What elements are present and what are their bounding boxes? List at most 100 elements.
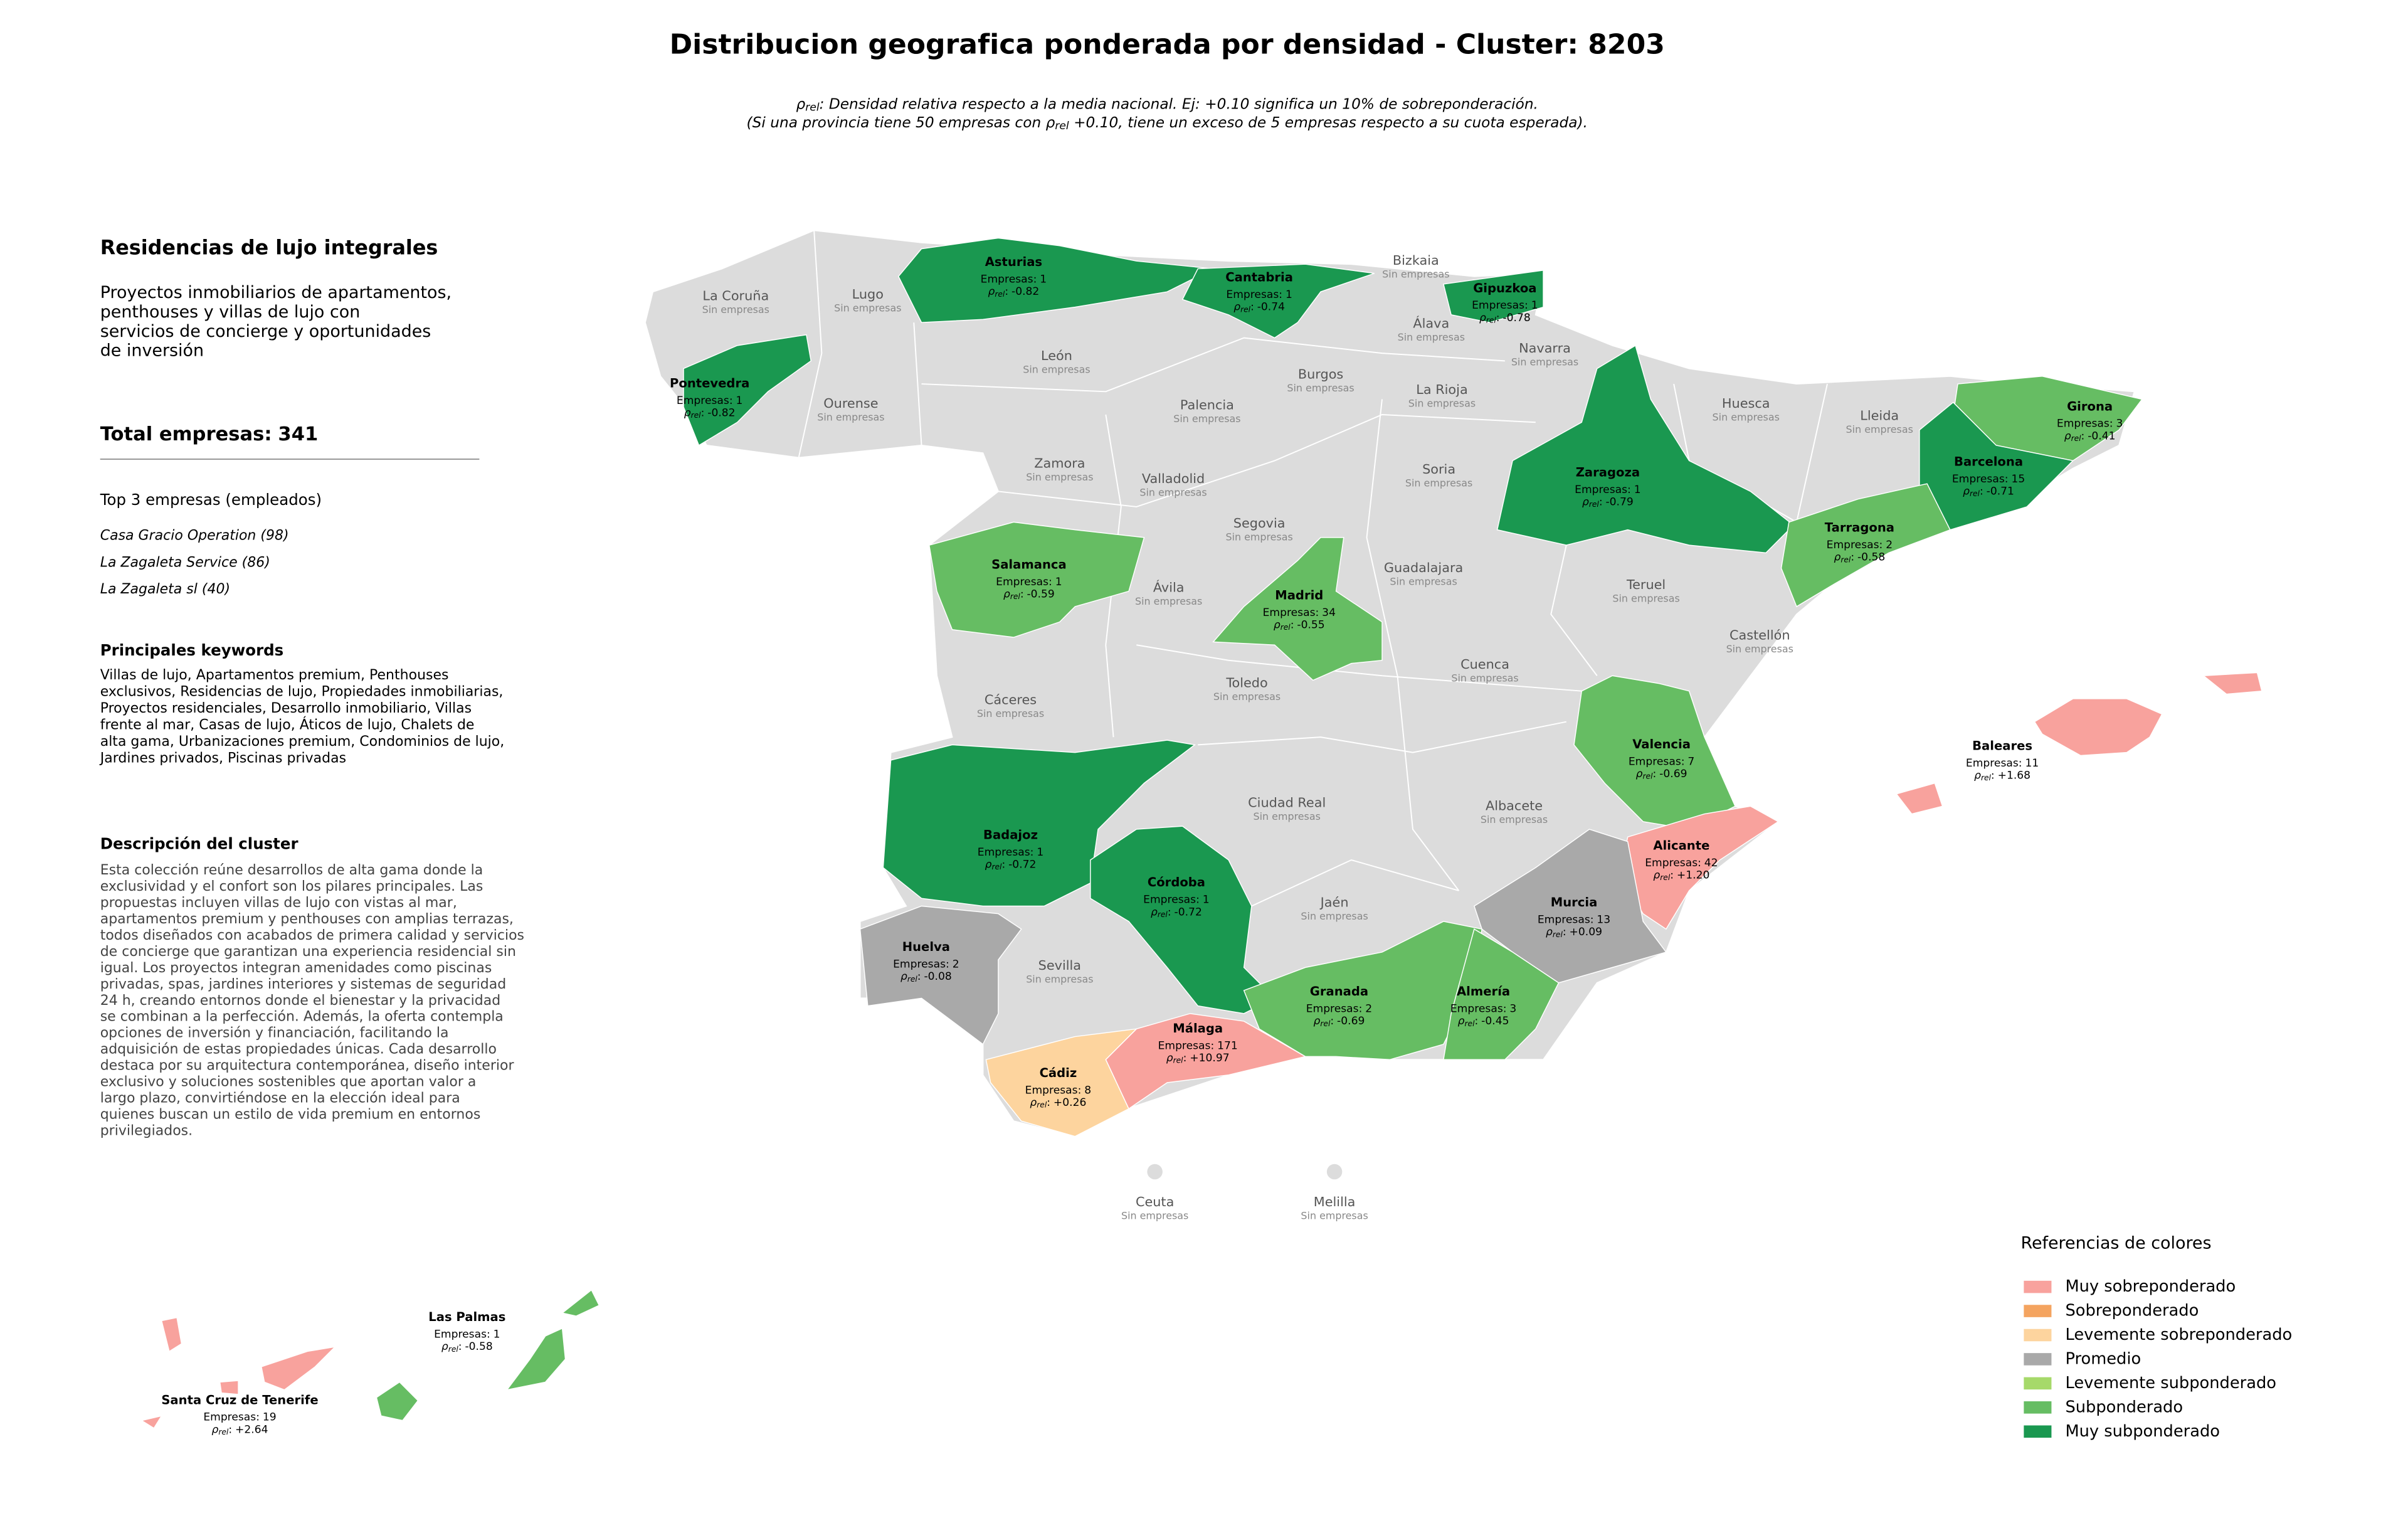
keywords-heading: Principales keywords [100, 641, 284, 659]
province-shape [1496, 344, 1795, 554]
description-line: 24 h, creando entornos donde el bienesta… [100, 993, 501, 1009]
rho-symbol: ρ [1314, 1015, 1321, 1027]
province-name: Granada [1310, 984, 1368, 999]
province-count: Empresas: 1 [1575, 484, 1640, 496]
province-name: Valladolid [1142, 471, 1205, 486]
province-shape [882, 740, 1196, 907]
province-name: Asturias [985, 255, 1042, 269]
rho-symbol: ρ [212, 1423, 219, 1436]
province-shape [683, 334, 812, 447]
description-line: igual. Los proyectos integran amenidades… [100, 960, 492, 976]
province-rho: ρrel: -0.78 [1479, 312, 1531, 324]
description-line: todos diseñados con acabados de primera … [100, 928, 524, 943]
province-shape [1573, 675, 1736, 830]
province-status: Sin empresas [817, 411, 884, 423]
rho-subscript: rel [1173, 1056, 1184, 1064]
count-value: 2 [1886, 539, 1893, 551]
description-line: se combinan a la perfección. Además, la … [100, 1009, 504, 1025]
province-name: Tarragona [1825, 521, 1894, 535]
count-value: 2 [1365, 1002, 1372, 1015]
rho-value: -0.59 [1027, 588, 1055, 600]
rho-subscript: rel [1465, 1019, 1476, 1027]
province-shape [1326, 1164, 1343, 1180]
total-value: 341 [278, 423, 318, 445]
rho-subscript: rel [2071, 433, 2082, 442]
rho-symbol: ρ [1636, 768, 1643, 780]
rho-subscript: rel [1486, 316, 1497, 324]
province-name: Málaga [1173, 1021, 1223, 1036]
rho-sep: : [1653, 768, 1657, 780]
legend-label: Promedio [2065, 1349, 2141, 1368]
province-status: Sin empresas [1254, 810, 1321, 822]
rho-subscript: rel [1320, 1019, 1331, 1027]
description-line: exclusividad y el confort son los pilare… [100, 879, 483, 894]
rho-sep: : [1250, 301, 1254, 314]
rho-symbol: ρ [1974, 769, 1981, 782]
keywords-line: Proyectos residenciales, Desarrollo inmo… [100, 701, 472, 716]
province-count: Empresas: 13 [1538, 913, 1610, 926]
rho-sep: : [701, 407, 705, 420]
province-shape [2202, 672, 2263, 695]
rho-subscript: rel [991, 862, 1002, 871]
province-name: Bizkaia [1393, 253, 1439, 268]
count-value: 2 [953, 958, 959, 970]
rho-value: +1.68 [1998, 769, 2030, 782]
count-value: 1 [1531, 299, 1538, 312]
legend-label: Subponderado [2065, 1398, 2183, 1416]
rho-subscript: rel [805, 101, 820, 114]
count-label: Empresas: [1645, 857, 1701, 869]
province-name: Ourense [823, 396, 878, 411]
description-line: privadas, spas, jardines interiores y si… [100, 977, 507, 992]
province-name: Huesca [1722, 396, 1770, 411]
province-status: Sin empresas [1405, 477, 1472, 489]
province-status: Sin empresas [1225, 531, 1292, 543]
count-value: 171 [1217, 1039, 1238, 1052]
rho-sep: : [1001, 858, 1005, 871]
count-value: 1 [1634, 484, 1641, 496]
count-value: 8 [1084, 1084, 1091, 1096]
legend-swatch [2024, 1329, 2052, 1342]
province-count: Empresas: 2 [1827, 539, 1893, 551]
province-name: Murcia [1551, 895, 1598, 910]
province-rho: ρrel: -0.72 [1151, 906, 1202, 918]
top-company: Casa Gracio Operation (98) [100, 528, 289, 543]
province-name: Zaragoza [1576, 465, 1640, 480]
count-label: Empresas: [677, 395, 733, 407]
count-label: Empresas: [1629, 755, 1685, 768]
province-name: Valencia [1632, 737, 1691, 751]
province-name: Castellón [1729, 628, 1790, 643]
title: Distribucion geografica ponderada por de… [670, 28, 1665, 60]
province-status: Sin empresas [1301, 1210, 1368, 1222]
province-shape [985, 1028, 1138, 1137]
rho-symbol: ρ [1479, 312, 1486, 324]
province-name: La Coruña [702, 289, 769, 304]
rho-symbol: ρ [1653, 869, 1660, 881]
province-count: Empresas: 19 [203, 1411, 276, 1424]
province-status: Sin empresas [1287, 382, 1354, 394]
province-shape [376, 1381, 419, 1421]
count-label: Empresas: [1158, 1039, 1215, 1052]
rho-symbol: ρ [1003, 588, 1010, 600]
legend-label: Sobreponderado [2065, 1302, 2199, 1320]
province-rho: ρrel: -0.08 [900, 970, 952, 983]
rho-subscript: rel [1158, 910, 1168, 918]
province-status: Sin empresas [1135, 595, 1202, 607]
count-label: Empresas: [1263, 607, 1319, 619]
province-name: Lugo [852, 287, 884, 302]
count-label: Empresas: [2057, 418, 2113, 430]
rho-value: -0.79 [1605, 496, 1633, 509]
rho-sep: : [1599, 496, 1603, 509]
province-name: Palencia [1180, 397, 1234, 412]
rho-value: +1.20 [1677, 869, 1709, 881]
province-name: Burgos [1298, 366, 1343, 381]
mainland [644, 230, 2135, 1137]
rho-symbol: ρ [1030, 1096, 1037, 1109]
description-line: apartamentos premium y penthouses con am… [100, 911, 514, 927]
description-line: Esta colección reúne desarrollos de alta… [100, 862, 483, 878]
province-rho: ρrel: -0.58 [441, 1340, 493, 1353]
top-company: La Zagaleta sl (40) [100, 581, 230, 597]
description-line: largo plazo, convirtiéndose en la elecci… [100, 1090, 460, 1106]
province-shape [140, 1415, 163, 1429]
rho-value: -0.45 [1481, 1015, 1509, 1027]
province-name: Córdoba [1148, 875, 1205, 889]
